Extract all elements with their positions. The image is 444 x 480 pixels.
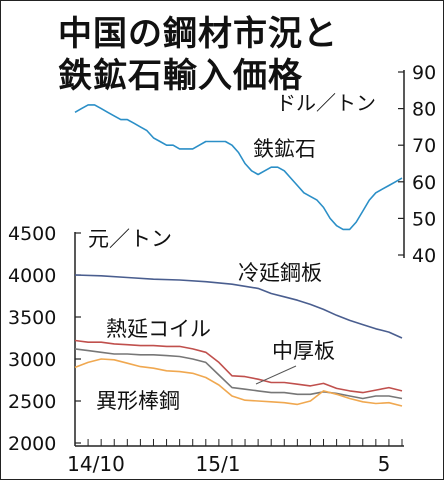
left-tick-label-4: 2500 [8, 391, 56, 413]
right-tick-label-3: 60 [412, 172, 436, 194]
left-tick-label-5: 2000 [8, 433, 56, 455]
right-tick-label-2: 70 [412, 135, 436, 157]
x-tick-label-2: 5 [378, 452, 391, 476]
series-label-2: 熱延コイル [106, 317, 211, 341]
left-tick-label-2: 3500 [8, 307, 56, 329]
series-line-2 [74, 339, 403, 394]
series-line-4 [74, 358, 403, 407]
chart-title-line-1: 中国の鋼材市況と [58, 14, 338, 54]
x-tick-label-1: 15/1 [196, 452, 241, 476]
series-line-1 [74, 274, 403, 339]
left-axis-unit: 元／トン [88, 227, 172, 251]
chart-title-line-2: 鉄鉱石輸入価格 [58, 56, 303, 96]
x-tick-label-0: 14/10 [67, 452, 125, 476]
leader-line [255, 365, 297, 385]
series-line-3 [74, 348, 403, 400]
right-tick-label-1: 80 [412, 99, 436, 121]
series-label-4: 異形棒鋼 [96, 389, 180, 413]
left-tick-label-0: 4500 [8, 223, 56, 245]
left-tick-label-3: 3000 [8, 349, 56, 371]
series-label-1: 冷延鋼板 [238, 261, 322, 285]
right-tick-label-4: 50 [412, 208, 436, 230]
series-label-3: 中厚板 [272, 339, 335, 363]
right-axis-unit: ドル／トン [276, 91, 376, 115]
series-label-0: 鉄鉱石 [253, 137, 316, 161]
right-tick-label-5: 40 [412, 245, 436, 267]
left-tick-label-1: 4000 [8, 265, 56, 287]
series-line-0 [74, 104, 403, 231]
right-tick-label-0: 90 [412, 62, 436, 84]
